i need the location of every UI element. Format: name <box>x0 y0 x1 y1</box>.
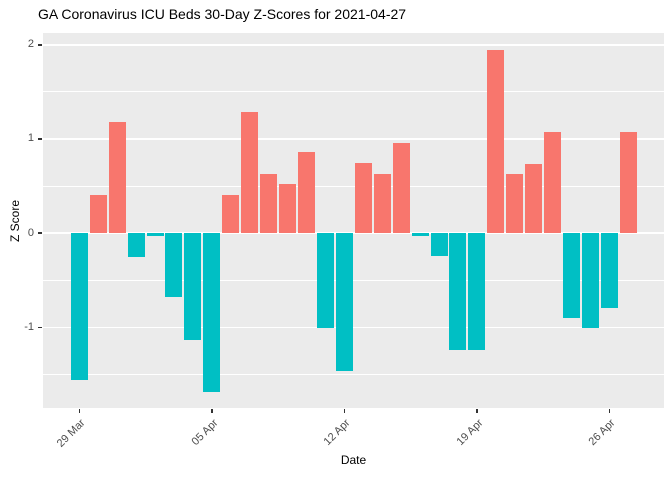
bar <box>354 162 372 234</box>
x-tick-label: 19 Apr <box>454 417 486 448</box>
bar <box>468 233 486 350</box>
bar <box>203 233 221 393</box>
y-tick-mark <box>38 326 42 329</box>
x-axis-title: Date <box>340 453 367 467</box>
bar <box>89 194 107 234</box>
y-tick-mark <box>38 138 42 140</box>
bar <box>108 122 126 234</box>
bar <box>335 233 353 371</box>
x-tick-mark <box>608 409 611 413</box>
bar <box>449 233 467 350</box>
bar <box>373 173 391 234</box>
y-tick-mark <box>38 44 42 46</box>
gridline-major <box>43 232 664 234</box>
x-tick-mark <box>476 409 478 413</box>
bar <box>506 173 524 234</box>
gridline-major <box>43 44 664 46</box>
bar <box>430 233 448 256</box>
bar <box>222 194 240 234</box>
bar <box>127 233 145 257</box>
bar <box>298 152 315 234</box>
gridline-minor <box>43 279 664 281</box>
bar <box>70 233 88 381</box>
bar <box>487 49 505 234</box>
y-tick-label: 2 <box>27 38 34 51</box>
gridline-major <box>43 326 664 329</box>
bar <box>600 233 618 308</box>
gridline-minor <box>43 374 664 375</box>
x-tick-mark <box>78 409 81 413</box>
bar <box>392 142 410 234</box>
bar <box>279 184 296 234</box>
bar <box>316 233 334 329</box>
bar <box>525 163 543 234</box>
bar <box>544 131 562 234</box>
y-tick-label: -1 <box>24 320 34 333</box>
y-tick-label: 1 <box>27 132 34 145</box>
gridline-minor <box>43 91 664 93</box>
x-tick-label: 26 Apr <box>586 417 618 448</box>
bar <box>260 173 278 234</box>
bar <box>184 233 202 340</box>
x-tick-label: 05 Apr <box>189 417 221 448</box>
x-tick-mark <box>343 409 346 413</box>
bar <box>146 233 164 236</box>
gridline-minor <box>43 185 664 187</box>
bar <box>241 111 259 234</box>
chart-title: GA Coronavirus ICU Beds 30-Day Z-Scores … <box>38 6 407 22</box>
x-tick-label: 29 Mar <box>55 417 88 450</box>
bar <box>165 233 183 298</box>
bar <box>563 233 580 318</box>
y-tick-label: 0 <box>27 226 34 239</box>
gridline-major <box>43 138 664 140</box>
plot-panel <box>43 33 664 408</box>
bar <box>411 233 429 236</box>
x-tick-mark <box>211 409 213 413</box>
bar <box>581 233 599 329</box>
y-tick-mark <box>38 232 42 234</box>
bar <box>619 131 637 234</box>
